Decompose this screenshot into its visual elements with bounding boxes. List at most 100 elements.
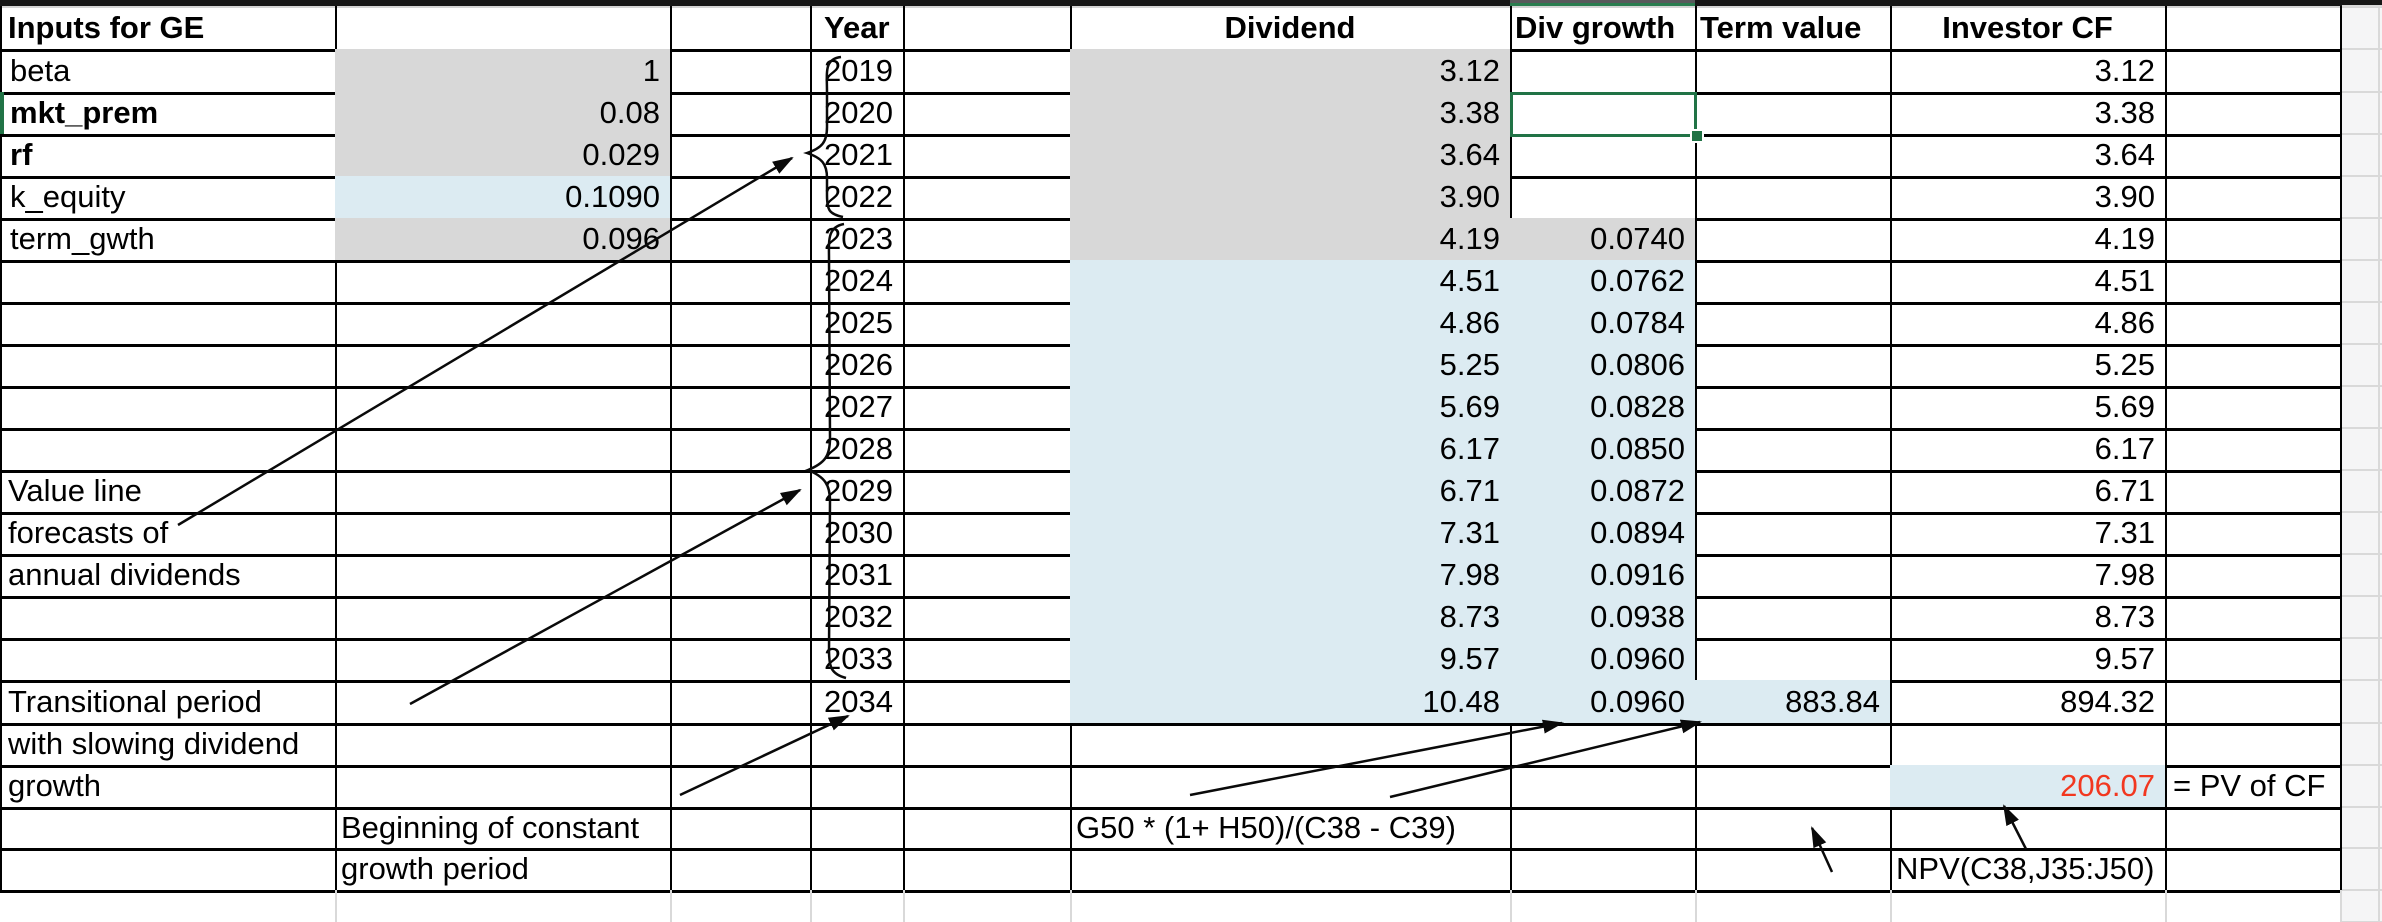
term-value-cell-2032[interactable] bbox=[1695, 596, 1892, 641]
year-cell-2025[interactable]: 2025 bbox=[810, 302, 905, 347]
input-label-term_gwth[interactable]: term_gwth bbox=[0, 218, 337, 263]
grid-cell-r11-c4[interactable] bbox=[903, 470, 1072, 515]
term-value-cell-2026[interactable] bbox=[1695, 344, 1892, 389]
grid-cell-r20-c1[interactable] bbox=[335, 848, 672, 893]
term-value-cell-2021[interactable] bbox=[1695, 134, 1892, 179]
grid-cell-r20-c4[interactable] bbox=[903, 848, 1072, 893]
grid-cell-r12-c0[interactable] bbox=[0, 512, 337, 557]
grid-cell-r9-c2[interactable] bbox=[670, 386, 812, 431]
year-cell-2022[interactable]: 2022 bbox=[810, 176, 905, 221]
grid-cell-r12-c1[interactable] bbox=[335, 512, 672, 557]
term-value-cell-2034[interactable]: 883.84 bbox=[1695, 680, 1892, 726]
investor-cf-cell-2031[interactable]: 7.98 bbox=[1890, 554, 2167, 599]
grid-cell-r20-c7[interactable] bbox=[1695, 848, 1892, 893]
div-growth-cell-2019[interactable] bbox=[1510, 49, 1697, 95]
grid-cell-r12-c2[interactable] bbox=[670, 512, 812, 557]
year-cell-2026[interactable]: 2026 bbox=[810, 344, 905, 389]
term-value-cell-2022[interactable] bbox=[1695, 176, 1892, 221]
term-value-cell-2031[interactable] bbox=[1695, 554, 1892, 599]
grid-cell-r19-c2[interactable] bbox=[670, 807, 812, 851]
grid-cell-r14-c0[interactable] bbox=[0, 596, 337, 641]
grid-cell-r18-c5[interactable] bbox=[1070, 765, 1512, 810]
grid-cell-r18-c7[interactable] bbox=[1695, 765, 1892, 810]
grid-cell-r2-c2[interactable] bbox=[670, 92, 812, 137]
grid-cell-r16-c0[interactable] bbox=[0, 680, 337, 726]
dividend-cell-2034[interactable]: 10.48 bbox=[1070, 680, 1512, 726]
year-cell-2019[interactable]: 2019 bbox=[810, 49, 905, 95]
dividend-cell-2021[interactable]: 3.64 bbox=[1070, 134, 1512, 179]
input-value-mkt_prem[interactable]: 0.08 bbox=[335, 92, 672, 137]
grid-cell-r15-c4[interactable] bbox=[903, 638, 1072, 683]
grid-cell-r17-c2[interactable] bbox=[670, 723, 812, 768]
grid-cell-r2-c4[interactable] bbox=[903, 92, 1072, 137]
input-label-mkt_prem[interactable]: mkt_prem bbox=[0, 92, 337, 137]
investor-cf-cell-2023[interactable]: 4.19 bbox=[1890, 218, 2167, 263]
dividend-cell-2025[interactable]: 4.86 bbox=[1070, 302, 1512, 347]
grid-cell-r6-c2[interactable] bbox=[670, 260, 812, 305]
investor-cf-cell-2033[interactable]: 9.57 bbox=[1890, 638, 2167, 683]
grid-cell-r1-c2[interactable] bbox=[670, 49, 812, 95]
div-growth-cell-2028[interactable]: 0.0850 bbox=[1510, 428, 1697, 473]
grid-cell-r20-c2[interactable] bbox=[670, 848, 812, 893]
grid-cell-r5-c9[interactable] bbox=[2165, 218, 2342, 263]
grid-cell-r12-c4[interactable] bbox=[903, 512, 1072, 557]
div-growth-cell-2034[interactable]: 0.0960 bbox=[1510, 680, 1697, 726]
input-value-beta[interactable]: 1 bbox=[335, 49, 672, 95]
grid-cell-r15-c2[interactable] bbox=[670, 638, 812, 683]
grid-cell-r5-c2[interactable] bbox=[670, 218, 812, 263]
grid-cell-r18-c4[interactable] bbox=[903, 765, 1072, 810]
investor-cf-cell-2029[interactable]: 6.71 bbox=[1890, 470, 2167, 515]
grid-cell-r0-c4[interactable] bbox=[903, 6, 1072, 52]
grid-cell-r9-c1[interactable] bbox=[335, 386, 672, 431]
div-growth-cell-2021[interactable] bbox=[1510, 134, 1697, 179]
term-value-cell-2024[interactable] bbox=[1695, 260, 1892, 305]
term-value-cell-2027[interactable] bbox=[1695, 386, 1892, 431]
year-cell-2029[interactable]: 2029 bbox=[810, 470, 905, 515]
grid-cell-r19-c4[interactable] bbox=[903, 807, 1072, 851]
grid-cell-r7-c0[interactable] bbox=[0, 302, 337, 347]
grid-cell-r13-c9[interactable] bbox=[2165, 554, 2342, 599]
input-value-term_gwth[interactable]: 0.096 bbox=[335, 218, 672, 263]
grid-cell-r16-c9[interactable] bbox=[2165, 680, 2342, 726]
grid-cell-r9-c0[interactable] bbox=[0, 386, 337, 431]
grid-cell-r0-c7[interactable] bbox=[1695, 6, 1892, 52]
investor-cf-cell-2025[interactable]: 4.86 bbox=[1890, 302, 2167, 347]
div-growth-cell-2032[interactable]: 0.0938 bbox=[1510, 596, 1697, 641]
pv-of-cf-cell[interactable] bbox=[1890, 765, 2167, 810]
year-cell-2030[interactable]: 2030 bbox=[810, 512, 905, 557]
grid-cell-r14-c9[interactable] bbox=[2165, 596, 2342, 641]
grid-cell-r11-c0[interactable] bbox=[0, 470, 337, 515]
grid-cell-r0-c5[interactable] bbox=[1070, 6, 1512, 52]
grid-cell-r11-c1[interactable] bbox=[335, 470, 672, 515]
year-cell-2031[interactable]: 2031 bbox=[810, 554, 905, 599]
grid-cell-r16-c4[interactable] bbox=[903, 680, 1072, 726]
grid-cell-r19-c6[interactable] bbox=[1510, 807, 1697, 851]
investor-cf-cell-2022[interactable]: 3.90 bbox=[1890, 176, 2167, 221]
div-growth-cell-2024[interactable]: 0.0762 bbox=[1510, 260, 1697, 305]
grid-cell-r8-c4[interactable] bbox=[903, 344, 1072, 389]
dividend-cell-2026[interactable]: 5.25 bbox=[1070, 344, 1512, 389]
grid-cell-r0-c2[interactable] bbox=[670, 6, 812, 52]
grid-cell-r18-c2[interactable] bbox=[670, 765, 812, 810]
grid-cell-r8-c2[interactable] bbox=[670, 344, 812, 389]
investor-cf-cell-2030[interactable]: 7.31 bbox=[1890, 512, 2167, 557]
div-growth-cell-2030[interactable]: 0.0894 bbox=[1510, 512, 1697, 557]
input-label-k_equity[interactable]: k_equity bbox=[0, 176, 337, 221]
grid-cell-r15-c1[interactable] bbox=[335, 638, 672, 683]
grid-cell-r17-c6[interactable] bbox=[1510, 723, 1697, 768]
grid-cell-r19-c5[interactable] bbox=[1070, 807, 1512, 851]
grid-cell-r7-c2[interactable] bbox=[670, 302, 812, 347]
selection-fill-handle[interactable] bbox=[1690, 129, 1704, 143]
year-cell-2020[interactable]: 2020 bbox=[810, 92, 905, 137]
grid-cell-r3-c4[interactable] bbox=[903, 134, 1072, 179]
grid-cell-r17-c3[interactable] bbox=[810, 723, 905, 768]
grid-cell-r10-c4[interactable] bbox=[903, 428, 1072, 473]
grid-cell-r19-c7[interactable] bbox=[1695, 807, 1892, 851]
grid-cell-r4-c4[interactable] bbox=[903, 176, 1072, 221]
dividend-cell-2033[interactable]: 9.57 bbox=[1070, 638, 1512, 683]
grid-cell-r13-c0[interactable] bbox=[0, 554, 337, 599]
term-value-cell-2029[interactable] bbox=[1695, 470, 1892, 515]
grid-cell-r18-c9[interactable] bbox=[2165, 765, 2342, 810]
year-cell-2033[interactable]: 2033 bbox=[810, 638, 905, 683]
grid-cell-r9-c4[interactable] bbox=[903, 386, 1072, 431]
